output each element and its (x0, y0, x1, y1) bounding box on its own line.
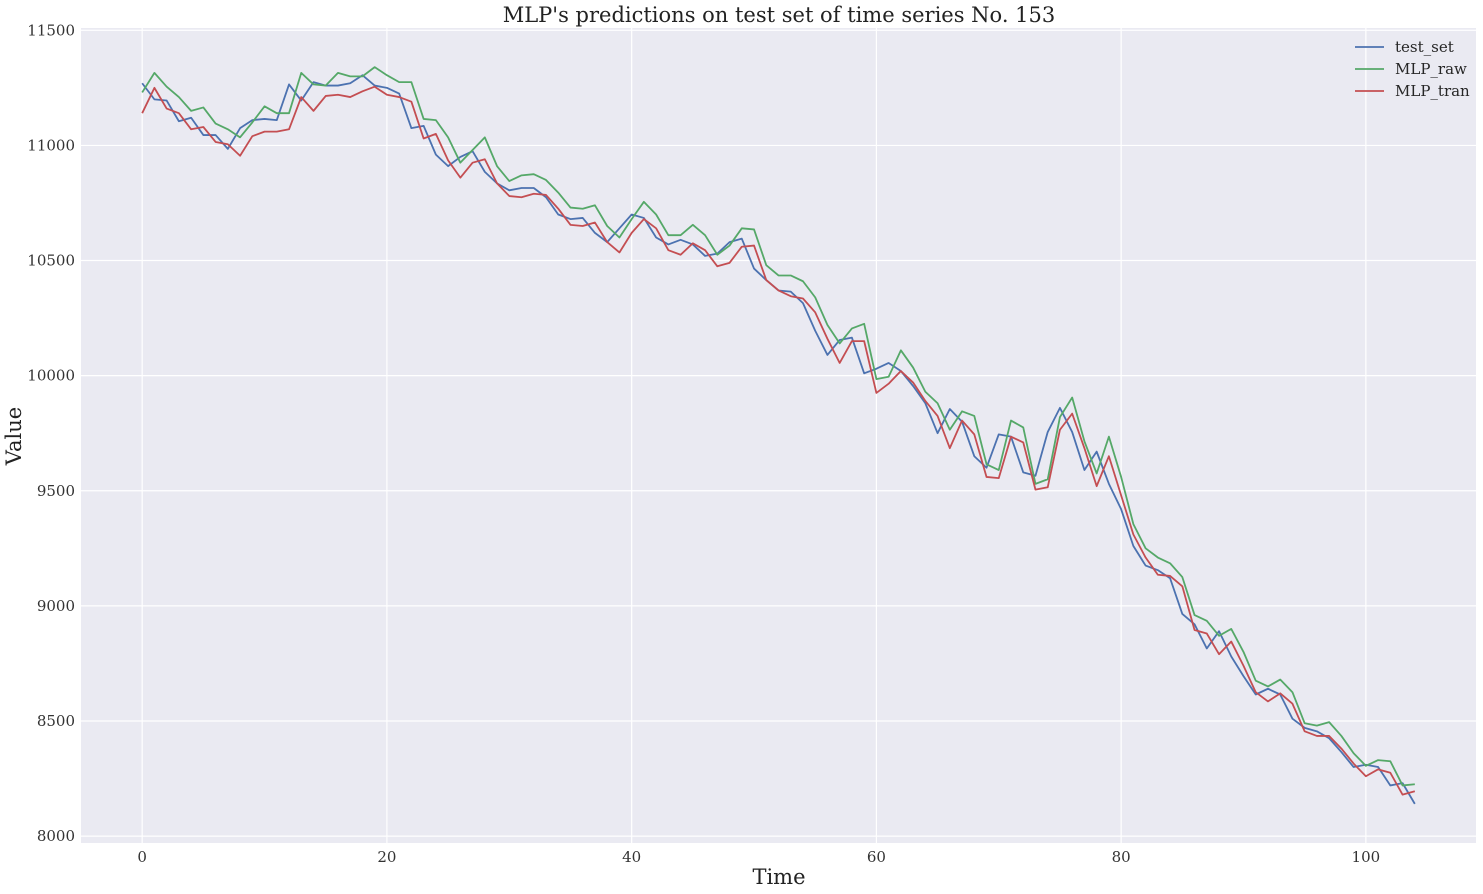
x-axis-label: Time (752, 865, 805, 889)
y-axis-label: Value (2, 407, 26, 466)
legend-label: MLP_raw (1395, 60, 1467, 78)
series-lines (141, 66, 1416, 805)
x-tick-label: 40 (622, 848, 641, 866)
y-tick-label: 11500 (27, 21, 75, 39)
y-tick-label: 9000 (37, 597, 75, 615)
x-tick-label: 80 (1112, 848, 1131, 866)
chart-title: MLP's predictions on test set of time se… (503, 3, 1056, 27)
x-tick-label: 0 (137, 848, 147, 866)
tick-labels: 0 20 40 60 80 100 8000 8500 9000 9500 10000 10500 11… (27, 21, 1380, 866)
y-tick-label: 11000 (27, 136, 75, 154)
y-tick-label: 8000 (37, 827, 75, 845)
y-tick-label: 9500 (37, 482, 75, 500)
y-tick-label: 10500 (27, 252, 75, 270)
series-line-mlp-raw (141, 66, 1415, 787)
y-tick-label: 8500 (37, 712, 75, 730)
x-tick-label: 100 (1352, 848, 1381, 866)
grid-lines (81, 28, 1476, 843)
x-tick-label: 60 (867, 848, 886, 866)
x-tick-label: 20 (377, 848, 396, 866)
y-tick-label: 10000 (27, 367, 75, 385)
legend: test_set MLP_raw MLP_tran (1355, 38, 1470, 100)
series-line-mlp-tran (141, 85, 1416, 796)
legend-label: test_set (1395, 38, 1454, 56)
legend-label: MLP_tran (1395, 82, 1470, 100)
plot-background (81, 28, 1476, 843)
